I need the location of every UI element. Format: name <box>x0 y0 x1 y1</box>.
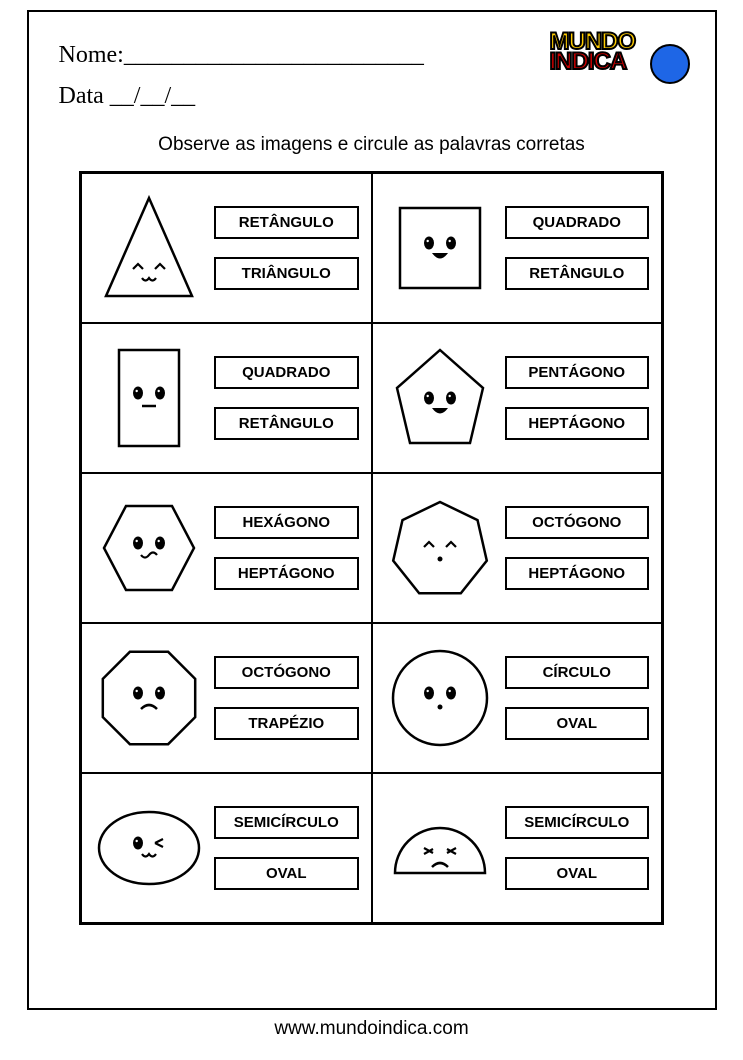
semicircle-shape-icon <box>385 788 495 908</box>
options-group: CÍRCULO OVAL <box>505 656 650 740</box>
circle-shape-icon <box>385 638 495 758</box>
header: Nome:_________________________ Data __/_… <box>59 32 685 124</box>
option-button[interactable]: HEPTÁGONO <box>505 557 650 590</box>
option-button[interactable]: HEPTÁGONO <box>505 407 650 440</box>
option-button[interactable]: QUADRADO <box>214 356 359 389</box>
shapes-grid: RETÂNGULO TRIÂNGULO QUADRADO RETÂNGULO Q… <box>79 171 664 925</box>
option-button[interactable]: OVAL <box>214 857 359 890</box>
grid-cell: QUADRADO RETÂNGULO <box>372 173 663 323</box>
option-button[interactable]: OVAL <box>505 707 650 740</box>
worksheet-page: Nome:_________________________ Data __/_… <box>27 10 717 1010</box>
options-group: QUADRADO RETÂNGULO <box>505 206 650 290</box>
option-button[interactable]: TRIÂNGULO <box>214 257 359 290</box>
options-group: OCTÓGONO HEPTÁGONO <box>505 506 650 590</box>
option-button[interactable]: RETÂNGULO <box>214 407 359 440</box>
square-shape-icon <box>385 188 495 308</box>
option-button[interactable]: HEPTÁGONO <box>214 557 359 590</box>
option-button[interactable]: QUADRADO <box>505 206 650 239</box>
rectangle-shape-icon <box>94 338 204 458</box>
option-button[interactable]: CÍRCULO <box>505 656 650 689</box>
option-button[interactable]: RETÂNGULO <box>505 257 650 290</box>
triangle-shape-icon <box>94 188 204 308</box>
option-button[interactable]: SEMICÍRCULO <box>505 806 650 839</box>
option-button[interactable]: TRAPÉZIO <box>214 707 359 740</box>
pentagon-shape-icon <box>385 338 495 458</box>
options-group: OCTÓGONO TRAPÉZIO <box>214 656 359 740</box>
options-group: SEMICÍRCULO OVAL <box>214 806 359 890</box>
grid-cell: HEXÁGONO HEPTÁGONO <box>81 473 372 623</box>
hexagon-shape-icon <box>94 488 204 608</box>
name-field[interactable]: Nome:_________________________ <box>59 42 550 69</box>
options-group: RETÂNGULO TRIÂNGULO <box>214 206 359 290</box>
grid-cell: SEMICÍRCULO OVAL <box>81 773 372 923</box>
option-button[interactable]: PENTÁGONO <box>505 356 650 389</box>
option-button[interactable]: OVAL <box>505 857 650 890</box>
footer-url: www.mundoindica.com <box>0 1018 743 1040</box>
option-button[interactable]: OCTÓGONO <box>214 656 359 689</box>
grid-cell: CÍRCULO OVAL <box>372 623 663 773</box>
grid-cell: OCTÓGONO TRAPÉZIO <box>81 623 372 773</box>
option-button[interactable]: HEXÁGONO <box>214 506 359 539</box>
name-date-block: Nome:_________________________ Data __/_… <box>59 32 550 124</box>
grid-cell: RETÂNGULO TRIÂNGULO <box>81 173 372 323</box>
options-group: SEMICÍRCULO OVAL <box>505 806 650 890</box>
grid-cell: QUADRADO RETÂNGULO <box>81 323 372 473</box>
instruction-text: Observe as imagens e circule as palavras… <box>59 134 685 156</box>
options-group: PENTÁGONO HEPTÁGONO <box>505 356 650 440</box>
option-button[interactable]: RETÂNGULO <box>214 206 359 239</box>
options-group: QUADRADO RETÂNGULO <box>214 356 359 440</box>
heptagon-shape-icon <box>385 488 495 608</box>
options-group: HEXÁGONO HEPTÁGONO <box>214 506 359 590</box>
date-field[interactable]: Data __/__/__ <box>59 83 550 110</box>
octagon-shape-icon <box>94 638 204 758</box>
globe-icon <box>650 44 690 84</box>
mundo-indica-logo: MUNDO INDICA <box>550 32 685 107</box>
option-button[interactable]: OCTÓGONO <box>505 506 650 539</box>
grid-cell: OCTÓGONO HEPTÁGONO <box>372 473 663 623</box>
oval-shape-icon <box>94 788 204 908</box>
option-button[interactable]: SEMICÍRCULO <box>214 806 359 839</box>
grid-cell: PENTÁGONO HEPTÁGONO <box>372 323 663 473</box>
grid-cell: SEMICÍRCULO OVAL <box>372 773 663 923</box>
